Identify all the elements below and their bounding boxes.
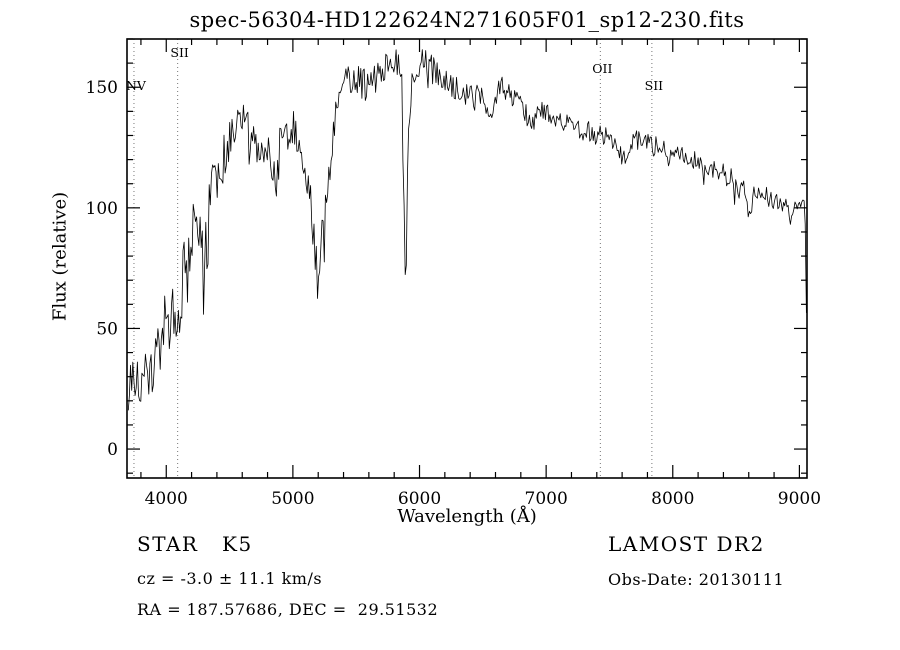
- x-tick-label: 4000: [145, 489, 188, 509]
- obs-date-text: Obs-Date: 20130111: [608, 570, 785, 589]
- spectrum-line: [127, 49, 807, 411]
- y-tick-label: 150: [86, 78, 118, 98]
- x-tick-label: 8000: [651, 489, 694, 509]
- x-tick-label: 6000: [398, 489, 441, 509]
- y-tick-label: 0: [107, 440, 118, 460]
- spectral-marker-label: NV: [126, 78, 147, 93]
- spectral-marker-label: SII: [170, 45, 189, 60]
- survey-name-text: LAMOST DR2: [608, 532, 765, 556]
- plot-frame: [126, 38, 808, 479]
- x-axis-label: Wavelength (Å): [397, 506, 537, 527]
- y-tick-label: 50: [96, 319, 118, 339]
- radial-velocity-text: cz = -3.0 ± 11.1 km/s: [137, 569, 323, 588]
- x-tick-label: 9000: [778, 489, 821, 509]
- ra-dec-text: RA = 187.57686, DEC = 29.51532: [137, 600, 439, 619]
- spectral-marker-label: OII: [592, 61, 612, 76]
- plot-title: spec-56304-HD122624N271605F01_sp12-230.f…: [189, 8, 745, 32]
- object-class-text: STAR K5: [137, 532, 253, 556]
- spectral-marker-label: SII: [645, 78, 664, 93]
- x-tick-label: 5000: [271, 489, 314, 509]
- y-axis-label: Flux (relative): [49, 191, 71, 322]
- x-tick-label: 7000: [525, 489, 568, 509]
- y-tick-label: 100: [86, 199, 118, 219]
